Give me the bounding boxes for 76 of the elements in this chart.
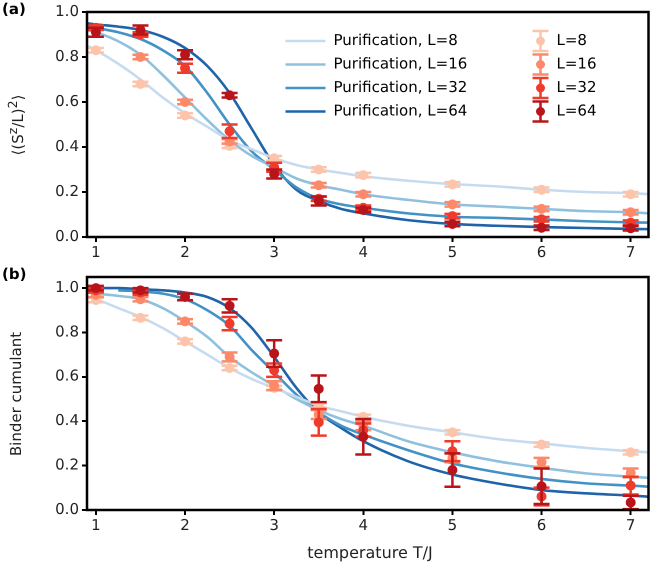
point [180, 316, 190, 326]
x-tick-label: 7 [626, 242, 636, 261]
point [536, 222, 547, 233]
point [269, 169, 280, 179]
point [447, 465, 458, 476]
legend-label: Purification, L=32 [334, 78, 468, 96]
x-tick-label: 2 [180, 242, 190, 261]
chart-title: (b) [2, 265, 26, 283]
point [536, 440, 547, 450]
point [314, 180, 324, 190]
x-tick-label: 3 [269, 242, 279, 261]
point [536, 214, 547, 224]
y-tick-label: 0.2 [55, 456, 79, 474]
y-tick-label: 1.0 [55, 278, 79, 296]
point [536, 184, 547, 195]
legend-label: L=64 [556, 101, 597, 120]
x-tick-label: 1 [91, 242, 101, 261]
point [626, 189, 636, 200]
y-tick-label: 0.6 [55, 92, 79, 110]
point [314, 196, 324, 206]
point [135, 25, 146, 35]
point [447, 218, 458, 229]
point [135, 312, 146, 323]
point [314, 384, 324, 394]
x-tick-label: 4 [358, 516, 368, 534]
y-tick-label: 1.0 [55, 2, 79, 20]
point [180, 110, 190, 120]
point [447, 427, 458, 438]
point [358, 432, 368, 442]
point [358, 170, 368, 180]
point [626, 223, 636, 234]
legend-label: L=8 [556, 30, 587, 49]
point [90, 45, 101, 56]
chart-title: (a) [2, 0, 26, 18]
point [626, 447, 636, 458]
x-tick-label: 5 [448, 516, 458, 534]
y-tick-label: 0.8 [55, 322, 79, 340]
point [358, 205, 368, 215]
point [180, 97, 190, 107]
x-axis-title: temperature T/J [306, 543, 434, 562]
y-tick-label: 0.6 [55, 366, 79, 385]
y-tick-label: 0.8 [55, 46, 79, 65]
point [135, 285, 146, 296]
x-tick-label: 7 [626, 516, 636, 534]
x-tick-label: 2 [180, 516, 190, 534]
x-tick-label: 6 [536, 242, 546, 261]
point [536, 481, 547, 492]
point [536, 204, 547, 214]
point [358, 189, 368, 200]
x-tick-label: 5 [448, 242, 458, 261]
legend-label: L=32 [556, 78, 597, 96]
y-tick-label: 0.2 [55, 182, 79, 200]
y-axis-title: Binder cumulant [7, 331, 25, 456]
point [135, 52, 146, 62]
legend-label: L=16 [556, 54, 597, 72]
y-tick-label: 0.0 [55, 226, 79, 245]
x-tick-label: 4 [358, 242, 368, 261]
y-tick-label: 0.4 [55, 136, 79, 155]
x-tick-label: 6 [536, 516, 546, 534]
x-tick-label: 1 [91, 516, 101, 534]
legend-label: Purification, L=16 [334, 54, 468, 72]
point [269, 348, 280, 359]
point [180, 292, 190, 302]
legend-label: Purification, L=8 [334, 30, 458, 49]
y-tick-label: 0.4 [55, 411, 79, 430]
legend-label: Purification, L=64 [334, 101, 468, 120]
point [135, 79, 146, 89]
point [447, 179, 458, 190]
point [626, 207, 636, 218]
point [447, 199, 458, 210]
point [314, 164, 324, 174]
point [224, 90, 235, 100]
point [224, 362, 235, 373]
point [180, 336, 190, 346]
x-tick-label: 3 [269, 516, 279, 534]
y-tick-label: 0.0 [55, 500, 79, 518]
